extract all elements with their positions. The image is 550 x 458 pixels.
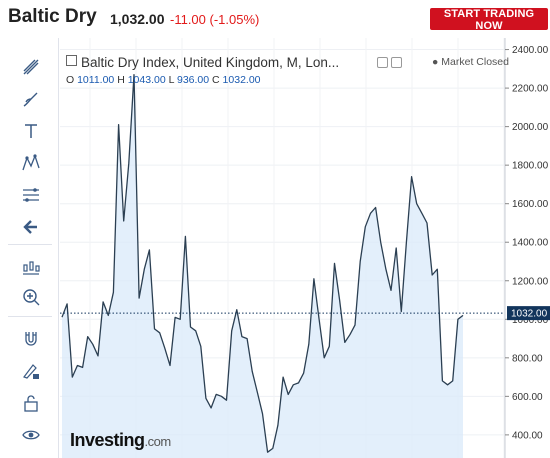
y-tick-label: 400.00 <box>512 430 543 441</box>
close-icon[interactable] <box>391 57 402 68</box>
y-tick-label: 2400.00 <box>512 45 549 56</box>
price-line-series <box>61 73 464 453</box>
pattern-icon[interactable] <box>20 152 42 174</box>
chart-legend[interactable]: Baltic Dry Index, United Kingdom, M, Lon… <box>66 55 339 70</box>
measure-icon[interactable] <box>20 256 42 278</box>
magnet-icon[interactable] <box>20 328 42 350</box>
close-value: 1032.00 <box>222 74 261 86</box>
y-tick-label: 1800.00 <box>512 161 549 172</box>
toolbar-divider <box>8 316 52 317</box>
zoom-icon[interactable] <box>20 286 42 308</box>
last-price-label: 1032.00 <box>511 309 548 320</box>
last-price-marker <box>507 306 550 321</box>
low-value: 936.00 <box>176 74 210 86</box>
investing-logo: Investing.com <box>70 430 171 450</box>
high-value: 1043.00 <box>127 74 166 86</box>
price-chart[interactable]: 400.00 600.00 800.00 1000.00 1200.00 1400.00 1… <box>60 38 550 458</box>
back-arrow-icon[interactable] <box>20 216 42 238</box>
drawing-toolbar <box>0 38 59 458</box>
fib-icon[interactable] <box>20 184 42 206</box>
collapse-legend-icon[interactable] <box>66 55 77 66</box>
y-tick-label: 2000.00 <box>512 122 549 133</box>
y-tick-label: 1600.00 <box>512 199 549 210</box>
y-tick-label: 1000.00 <box>512 315 549 326</box>
unlock-icon[interactable] <box>20 392 42 414</box>
quote-header: Baltic Dry 1,032.00 -11.00 (-1.05%) STAR… <box>0 0 550 38</box>
y-tick-label: 1400.00 <box>512 238 549 249</box>
price-area-fill <box>62 74 463 458</box>
lock-draw-icon[interactable] <box>20 360 42 382</box>
market-status: ● Market Closed <box>432 56 509 68</box>
instrument-title: Baltic Dry <box>8 6 97 27</box>
y-tick-label: 1200.00 <box>512 276 549 287</box>
price-change: -11.00 (-1.05%) <box>170 12 260 27</box>
text-icon[interactable] <box>20 120 42 142</box>
toolbar-divider <box>8 244 52 245</box>
y-tick-label: 600.00 <box>512 392 543 403</box>
ohlc-readout: O 1011.00 H 1043.00 L 936.00 C 1032.00 <box>66 74 261 86</box>
crosshair-icon[interactable] <box>20 56 42 78</box>
y-tick-label: 800.00 <box>512 353 543 364</box>
settings-icon[interactable] <box>377 57 388 68</box>
eye-icon[interactable] <box>20 424 42 446</box>
legend-title: Baltic Dry Index, United Kingdom, M, Lon… <box>81 55 340 70</box>
brush-icon[interactable] <box>20 88 42 110</box>
price-axis: 400.00 600.00 800.00 1000.00 1200.00 1400.00 1… <box>505 45 549 441</box>
start-trading-button[interactable]: START TRADING NOW <box>430 8 548 32</box>
last-price: 1,032.00 <box>110 11 165 27</box>
y-tick-label: 2200.00 <box>512 84 549 95</box>
open-value: 1011.00 <box>77 74 115 86</box>
